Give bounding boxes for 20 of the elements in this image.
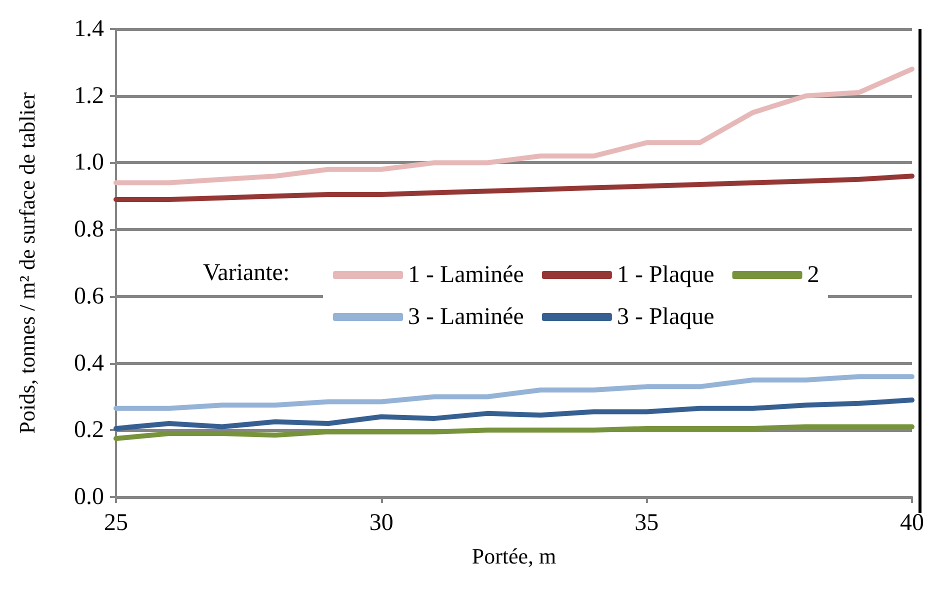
legend-label: 1 - Laminée: [408, 262, 524, 288]
x-tick-label: 40: [900, 510, 924, 536]
legend-label: 1 - Plaque: [616, 262, 714, 288]
x-tick-label: 35: [634, 510, 659, 536]
legend-label: 3 - Laminée: [408, 304, 524, 330]
legend-label: 3 - Plaque: [616, 304, 714, 330]
y-tick-label: 0.8: [74, 216, 104, 243]
y-tick-label: 1.0: [74, 150, 104, 176]
x-tick-label: 30: [369, 510, 394, 536]
y-tick-label: 0.6: [74, 283, 104, 310]
y-tick-label: 1.2: [74, 82, 104, 109]
x-tick-label: 25: [104, 510, 128, 536]
x-axis-title: Portée, m: [472, 544, 556, 568]
legend-label: 2: [807, 262, 820, 288]
y-axis-title: Poids, tonnes / m² de surface de tablier: [14, 92, 40, 434]
y-tick-label: 0.4: [74, 350, 104, 376]
y-tick-label: 1.4: [74, 16, 104, 42]
y-tick-label: 0.0: [74, 484, 104, 510]
y-tick-label: 0.2: [74, 417, 104, 444]
legend-title: Variante:: [203, 260, 290, 286]
